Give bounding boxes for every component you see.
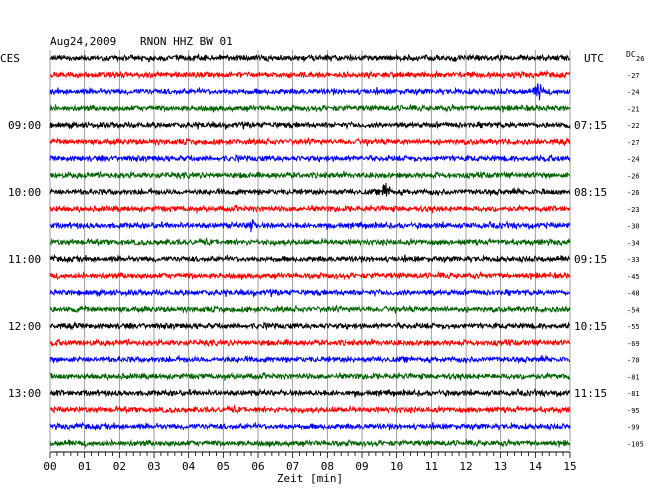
seismic-trace [49, 170, 571, 180]
right-hour-label: 11:15 [574, 387, 607, 400]
seismic-trace [49, 287, 571, 298]
left-hour-label: 09:00 [8, 119, 41, 132]
x-tick-label: 13 [494, 460, 507, 473]
seismic-trace [49, 387, 571, 398]
seismic-trace [49, 236, 571, 247]
seismic-trace [49, 371, 571, 381]
x-tick-label: 05 [217, 460, 230, 473]
right-hour-label: 08:15 [574, 186, 607, 199]
dc-offset-label: -26 [627, 172, 640, 180]
right-hour-label: 09:15 [574, 253, 607, 266]
x-axis-label: Zeit [min] [277, 472, 343, 485]
seismic-trace [49, 270, 571, 281]
dc-offset-label: -34 [627, 239, 640, 247]
seismic-trace [49, 136, 571, 147]
seismic-trace [49, 120, 571, 131]
left-hour-labels: 09:00 10:00 11:00 12:00 13:00 [8, 119, 41, 400]
time-gridlines [49, 50, 571, 450]
left-hour-label: 11:00 [8, 253, 41, 266]
seismic-trace [49, 153, 571, 164]
x-tick-label: 07 [286, 460, 299, 473]
dc-offset-label: -45 [627, 273, 640, 281]
x-tick-label: 11 [425, 460, 438, 473]
dc-offset-label: -33 [627, 256, 640, 264]
dc-offset-label: -24 [627, 156, 640, 164]
trace-lines [49, 53, 571, 448]
seismic-trace [49, 354, 571, 365]
dc-offset-label: -27 [627, 139, 640, 147]
seismic-trace [49, 253, 571, 264]
seismic-trace [49, 103, 571, 113]
dc-offset-label: -24 [627, 89, 640, 97]
seismic-trace [49, 304, 571, 314]
x-tick-label: 04 [182, 460, 196, 473]
right-hour-label: 10:15 [574, 320, 607, 333]
dc-offset-label: -48 [627, 290, 640, 298]
x-tick-label: 06 [251, 460, 264, 473]
dc-offset-label: -27 [627, 72, 640, 80]
seismic-trace [49, 53, 571, 63]
header-station: RNON HHZ BW 01 [140, 35, 233, 48]
seismic-trace [49, 421, 571, 432]
seismic-trace [49, 203, 571, 214]
seismic-trace [49, 404, 571, 415]
dc-first-value: 26 [636, 55, 644, 63]
x-tick-label: 10 [390, 460, 403, 473]
dc-offset-label: -69 [627, 340, 640, 348]
x-tick-label: 12 [459, 460, 472, 473]
seismic-trace [49, 182, 571, 197]
left-hour-label: 12:00 [8, 320, 41, 333]
dc-offset-label: -70 [627, 357, 640, 365]
dc-offset-label: -23 [627, 206, 640, 214]
dc-offset-label: -30 [627, 223, 640, 231]
x-tick-label: 15 [563, 460, 576, 473]
right-timezone-label: UTC [584, 52, 604, 65]
dc-offset-label: -81 [627, 373, 640, 381]
dc-offset-label: -26 [627, 189, 640, 197]
x-tick-label: 02 [113, 460, 126, 473]
seismic-trace [49, 83, 571, 101]
left-hour-label: 10:00 [8, 186, 41, 199]
x-tick-label: 08 [321, 460, 334, 473]
dc-offset-label: -55 [627, 323, 640, 331]
dc-offset-label: -22 [627, 122, 640, 130]
x-axis: 00 01 02 03 04 05 06 07 08 09 10 11 12 13 14 15 [43, 451, 577, 473]
dc-offset-label: -95 [627, 407, 640, 415]
seismic-trace [49, 337, 571, 348]
seismic-trace [49, 69, 571, 80]
dc-offset-label: -105 [627, 440, 644, 448]
left-hour-label: 13:00 [8, 387, 41, 400]
right-hour-labels: 07:15 08:15 09:15 10:15 11:15 [574, 119, 607, 400]
dc-offset-label: -99 [627, 424, 640, 432]
left-timezone-label: CES [0, 52, 20, 65]
seismic-trace [49, 321, 571, 331]
x-tick-label: 09 [355, 460, 368, 473]
dc-label: DC [626, 50, 636, 59]
dc-offset-label: -54 [627, 306, 640, 314]
x-tick-label: 03 [147, 460, 160, 473]
dc-offset-labels: -27 -24 -21 -22 -27 -24 -26 -26 -23 -30 -34 -33 -45 -… [627, 72, 644, 449]
x-tick-label: 14 [529, 460, 543, 473]
x-tick-label: 01 [78, 460, 91, 473]
seismic-trace [49, 219, 571, 233]
x-tick-label: 00 [43, 460, 56, 473]
header-date: Aug24,2009 [50, 35, 116, 48]
dc-offset-label: -81 [627, 390, 640, 398]
dc-offset-label: -21 [627, 105, 640, 113]
seismic-trace [49, 438, 571, 448]
right-hour-label: 07:15 [574, 119, 607, 132]
